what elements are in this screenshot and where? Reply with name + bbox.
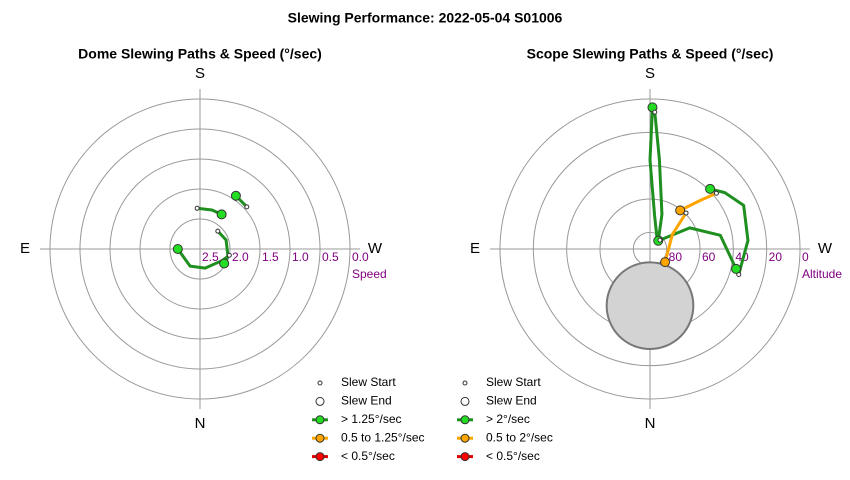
subplot-title: Dome Slewing Paths & Speed (°/sec) xyxy=(78,46,322,62)
page-title: Slewing Performance: 2022-05-04 S01006 xyxy=(288,10,563,26)
legend-marker xyxy=(315,415,325,425)
legend-start-icon xyxy=(462,380,468,386)
slew-end-marker xyxy=(216,209,227,220)
slew-end-marker xyxy=(705,183,716,194)
grid-ring xyxy=(499,98,801,400)
legend-label: > 1.25°/sec xyxy=(341,412,402,426)
legend-marker xyxy=(315,452,325,462)
slew-path xyxy=(663,191,717,263)
subplot-title: Scope Slewing Paths & Speed (°/sec) xyxy=(527,46,774,62)
r-tick-label: 1.0 xyxy=(292,250,309,264)
slew-end-marker xyxy=(660,257,671,268)
legend-label: > 2°/sec xyxy=(486,412,530,426)
slew-end-marker xyxy=(675,205,686,216)
slew-start-marker xyxy=(683,210,689,216)
slew-path xyxy=(648,107,750,275)
legend-label: < 0.5°/sec xyxy=(341,449,395,463)
legend-label: Slew End xyxy=(341,394,392,408)
legend-label: Slew Start xyxy=(341,375,396,389)
legend-marker xyxy=(315,433,325,443)
slew-start-marker xyxy=(194,205,200,211)
slew-start-marker xyxy=(652,109,658,115)
legend-marker xyxy=(460,415,470,425)
r-tick-label: 20 xyxy=(769,250,783,264)
slew-end-marker xyxy=(230,190,241,201)
slew-start-marker xyxy=(244,204,250,210)
exclusion-zone xyxy=(605,261,695,350)
slew-end-marker xyxy=(219,258,230,269)
slew-start-marker xyxy=(215,228,221,234)
slew-start-marker xyxy=(657,237,663,243)
direction-label: N xyxy=(195,415,206,432)
legend-end-icon xyxy=(460,396,470,406)
direction-label: W xyxy=(818,240,833,257)
grid-ring xyxy=(139,188,261,310)
legend-label: 0.5 to 2°/sec xyxy=(486,430,553,444)
direction-label: W xyxy=(368,240,383,257)
direction-label: S xyxy=(645,65,655,82)
legend-end-icon xyxy=(315,396,325,406)
slew-start-marker xyxy=(226,252,232,258)
slew-end-marker xyxy=(172,244,183,254)
r-tick-label: 2.0 xyxy=(232,250,249,264)
r-tick-label: 60 xyxy=(702,250,716,264)
direction-label: E xyxy=(470,240,480,257)
r-tick-label: 1.5 xyxy=(262,250,279,264)
grid-ring xyxy=(49,98,351,400)
r-axis-label: Altitude xyxy=(802,267,842,281)
slew-end-marker xyxy=(731,263,742,274)
grid-ring xyxy=(79,128,321,370)
legend-label: 0.5 to 1.25°/sec xyxy=(341,430,425,444)
r-tick-label: 2.5 xyxy=(202,250,219,264)
grid-ring xyxy=(109,158,291,340)
r-tick-label: 0 xyxy=(802,250,809,264)
legend-marker xyxy=(460,452,470,462)
r-tick-label: 0.0 xyxy=(352,250,369,264)
direction-label: N xyxy=(645,415,656,432)
slew-path xyxy=(176,194,248,270)
r-axis-label: Speed xyxy=(352,267,387,281)
r-tick-label: 80 xyxy=(669,250,683,264)
legend-start-icon xyxy=(317,380,323,386)
legend-label: Slew End xyxy=(486,394,537,408)
direction-label: S xyxy=(195,65,205,82)
legend-marker xyxy=(460,433,470,443)
direction-label: E xyxy=(20,240,30,257)
r-tick-label: 0.5 xyxy=(322,250,339,264)
legend-label: Slew Start xyxy=(486,375,541,389)
slew-start-marker xyxy=(713,190,719,196)
legend-label: < 0.5°/sec xyxy=(486,449,540,463)
grid-ring xyxy=(169,218,231,280)
